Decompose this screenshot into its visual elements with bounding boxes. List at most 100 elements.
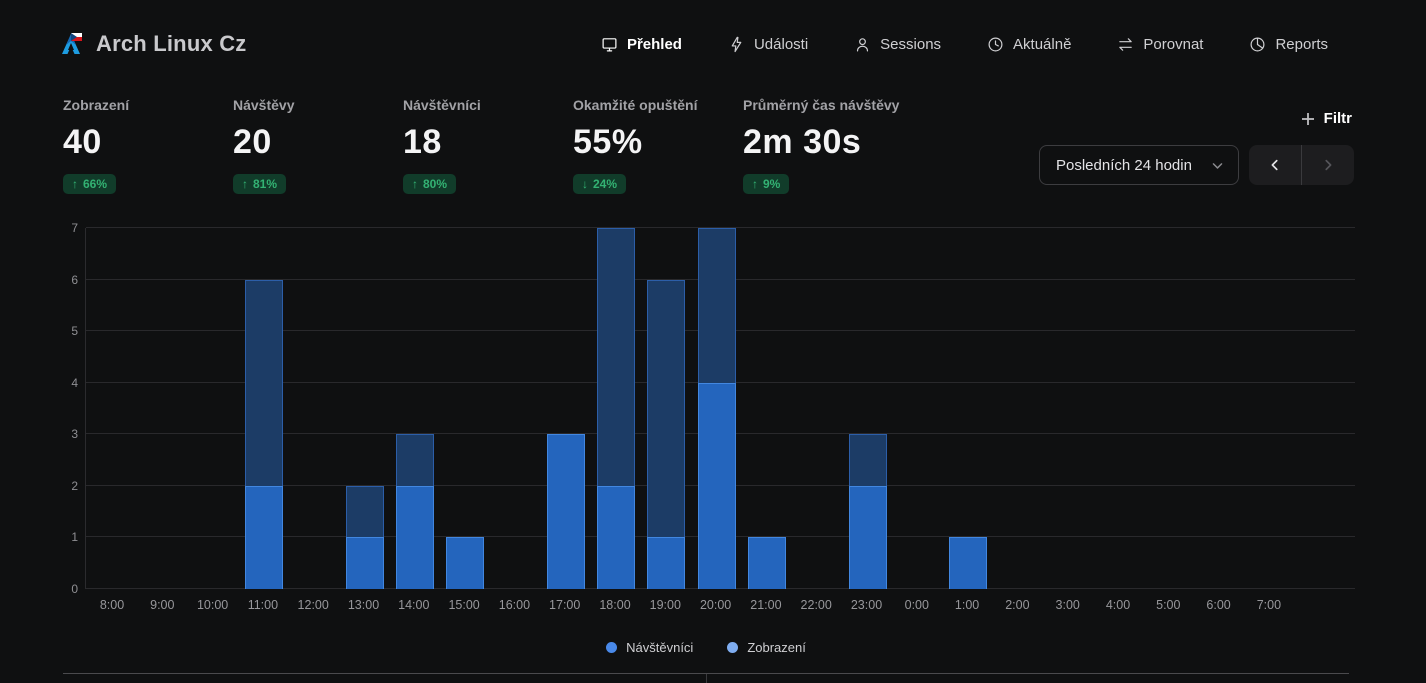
x-axis-tick-label: 11:00 [247, 598, 279, 612]
nav-item-prehled[interactable]: Přehled [601, 36, 682, 53]
lightning-icon [731, 36, 742, 52]
x-axis-tick-label: 5:00 [1156, 598, 1181, 612]
bar-navstevnici[interactable] [546, 434, 585, 589]
stat-value: 18 [403, 123, 442, 161]
plot-area: 0 1 2 3 4 5 6 7 [71, 221, 1355, 596]
bar-navstevnici[interactable] [949, 537, 988, 589]
x-axis-tick-label: 2:00 [1005, 598, 1030, 612]
stat-label: Průměrný čas návštěvy [743, 97, 900, 113]
x-axis-tick-label: 8:00 [99, 598, 125, 612]
nav-label: Reports [1275, 35, 1328, 53]
x-axis-tick-label: 14:00 [398, 598, 430, 612]
nav-label: Přehled [626, 35, 682, 53]
stat-change-badge: ↑ 81% [233, 174, 287, 194]
gridline [86, 227, 1355, 228]
x-axis-tick-label: 0:00 [904, 598, 929, 612]
x-axis-tick-label: 16:00 [498, 598, 531, 612]
legend-item[interactable]: Zobrazení [727, 640, 806, 655]
x-axis-tick-label: 7:00 [1256, 598, 1282, 612]
legend-item[interactable]: Návštěvníci [606, 640, 693, 655]
chart-controls: Filtr Posledních 24 hodin [1039, 96, 1354, 185]
y-axis-tick-label: 1 [71, 530, 78, 545]
bar-zobrazeni[interactable] [647, 279, 686, 589]
nav-label: Porovnat [1143, 35, 1204, 53]
date-pager [1249, 145, 1354, 185]
stat-change-badge: ↓ 24% [573, 174, 627, 194]
stat-change-badge: ↑ 66% [63, 174, 117, 194]
date-range-select[interactable]: Posledních 24 hodin [1039, 145, 1239, 185]
nav-label: Sessions [880, 35, 942, 53]
y-axis-tick-label: 4 [71, 375, 78, 390]
panel-divider [706, 674, 707, 683]
compare-arrows-icon [1119, 37, 1133, 51]
nav-item-aktualne[interactable]: Aktuálně [987, 36, 1071, 53]
x-axis-tick-label: 20:00 [699, 598, 732, 612]
stat-value: 20 [233, 123, 272, 161]
pager-divider [1301, 145, 1302, 185]
date-range-value: Posledních 24 hodin [1056, 156, 1192, 174]
stat-change: 9% [763, 177, 781, 191]
stat-change-badge: ↑ 9% [743, 174, 790, 194]
y-axis-tick-label: 3 [71, 427, 78, 442]
nav-item-reports[interactable]: Reports [1249, 36, 1328, 53]
stat-change: 81% [253, 177, 278, 191]
x-axis-tick-label: 4:00 [1105, 598, 1131, 612]
stat-label: Okamžité opuštění [573, 97, 698, 113]
x-axis-tick-label: 9:00 [150, 598, 175, 612]
legend-dot-icon [727, 642, 739, 653]
plus-icon [1301, 112, 1314, 125]
x-axis-tick-label: 12:00 [297, 598, 329, 612]
nav-label: Aktuálně [1013, 35, 1072, 53]
stat-label: Zobrazení [63, 97, 130, 113]
bar-navstevnici[interactable] [244, 485, 283, 589]
stat-label: Návštěvy [233, 97, 295, 113]
nav-item-porovnat[interactable]: Porovnat [1117, 36, 1203, 53]
nav-item-sessions[interactable]: Sessions [854, 36, 941, 53]
nav-label: Události [753, 35, 809, 53]
clock-icon [988, 37, 1003, 51]
x-axis-tick-label: 6:00 [1206, 598, 1231, 612]
header: Arch Linux Cz Přehled Události Sessions … [0, 0, 1426, 88]
y-axis-tick-label: 6 [71, 272, 78, 287]
stat-change-badge: ↑ 80% [403, 174, 457, 194]
stats-row: Zobrazení 40 ↑ 66% Návštěvy 20 ↑ 81% Návšt… [0, 88, 1426, 194]
stat-label: Návštěvníci [403, 97, 481, 113]
y-axis-tick-label: 2 [71, 478, 78, 493]
y-axis-tick-label: 7 [71, 221, 78, 235]
bar-navstevnici[interactable] [345, 537, 384, 589]
filter-button[interactable]: Filtr [1298, 104, 1354, 133]
bar-navstevnici[interactable] [597, 485, 635, 589]
arrow-up-icon: ↑ [752, 177, 758, 191]
y-axis-tick-label: 5 [71, 324, 78, 339]
legend-label: Zobrazení [747, 640, 806, 655]
bar-navstevnici[interactable] [395, 485, 434, 589]
x-axis-tick-label: 17:00 [549, 598, 581, 612]
bar-navstevnici[interactable] [647, 537, 686, 589]
stat-zobrazeni: Zobrazení 40 ↑ 66% [63, 96, 233, 194]
next-period-button[interactable] [1302, 145, 1354, 185]
x-axis-tick-label: 22:00 [800, 598, 832, 612]
chevron-right-icon [1325, 159, 1332, 171]
x-axis-tick-label: 15:00 [448, 598, 480, 612]
previous-period-button[interactable] [1249, 145, 1301, 185]
stat-navstevy: Návštěvy 20 ↑ 81% [233, 96, 403, 194]
bar-navstevnici[interactable] [747, 537, 786, 589]
arch-linux-cz-logo [62, 33, 82, 54]
y-axis-tick-label: 0 [71, 582, 78, 596]
main-nav: Přehled Události Sessions Aktuálně Porov… [601, 36, 1328, 53]
nav-item-udalosti[interactable]: Události [728, 36, 808, 53]
stat-change: 24% [593, 177, 618, 191]
stat-value: 55% [573, 123, 643, 161]
brand[interactable]: Arch Linux Cz [58, 31, 247, 57]
stat-change: 80% [423, 177, 448, 191]
metrics-tables-top-edge [63, 673, 1349, 683]
bar-navstevnici[interactable] [446, 537, 485, 589]
monitor-icon [602, 37, 617, 51]
legend-dot-icon [606, 642, 618, 653]
user-icon [857, 37, 869, 51]
traffic-chart: 0 1 2 3 4 5 6 7 8:00 9:00 10:00 11:00 12:00 13:00 14:… [0, 221, 1426, 616]
bar-navstevnici[interactable] [697, 382, 736, 589]
x-axis-tick-label: 1:00 [954, 598, 980, 612]
date-controls: Posledních 24 hodin [1039, 145, 1354, 185]
bar-navstevnici[interactable] [848, 485, 887, 589]
